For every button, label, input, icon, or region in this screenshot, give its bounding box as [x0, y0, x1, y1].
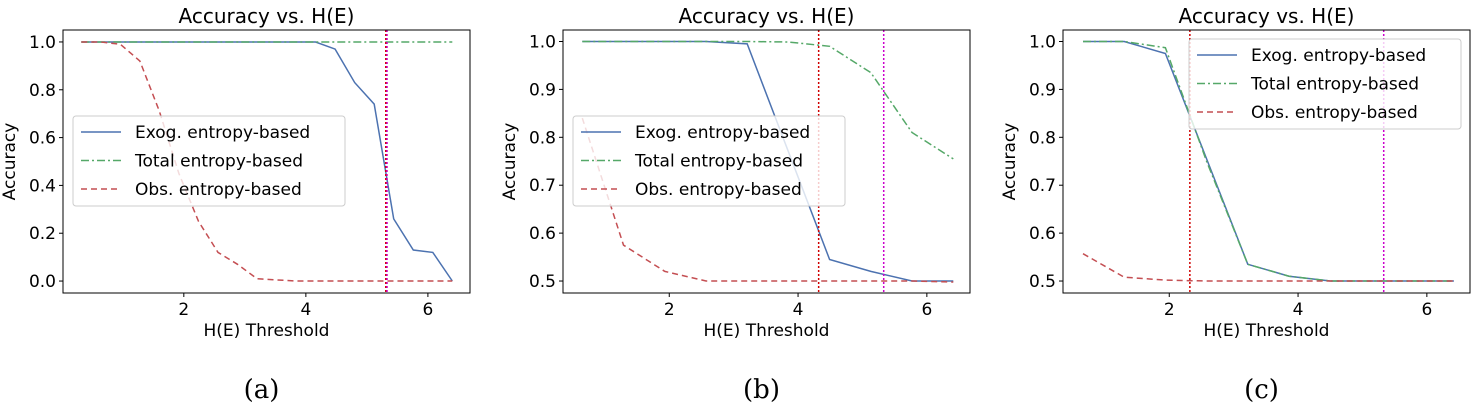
plot-area: [581, 30, 954, 293]
legend-label: Total entropy-based: [634, 152, 803, 172]
y-tick-label: 0.2: [29, 224, 56, 244]
y-tick-label: 0.6: [529, 224, 556, 244]
x-tick-label: 2: [178, 300, 189, 320]
chart-a: Accuracy vs. H(E) 2 4 6 0.0 0.2 0.4 0.6 0.8 1.0 H(…: [0, 4, 471, 405]
chart-b: Accuracy vs. H(E) 2 4 6 0.5 0.6 0.7 0.8 0.9 1.0 H(…: [500, 4, 971, 405]
series-line-solid: [582, 40, 954, 282]
legend: Exog. entropy-based Total entropy-based Ob…: [572, 115, 846, 207]
subfigure-caption: (b): [743, 375, 780, 405]
y-tick-label: 0.6: [29, 129, 56, 149]
legend-label: Exog. entropy-based: [135, 123, 310, 143]
series-line-dashdot: [582, 40, 954, 160]
x-tick-label: 6: [1421, 300, 1432, 320]
legend-box: [1188, 38, 1462, 130]
legend-label: Obs. entropy-based: [135, 180, 302, 200]
subfigure-caption: (a): [244, 375, 280, 405]
x-axis-label: H(E) Threshold: [1204, 321, 1330, 341]
legend-box: [572, 115, 846, 207]
y-tick-label: 1.0: [1029, 32, 1056, 52]
legend-label: Exog. entropy-based: [1251, 46, 1426, 66]
y-tick-label: 0.9: [529, 80, 556, 100]
chart-title: Accuracy vs. H(E): [679, 4, 855, 28]
series-line-solid: [81, 41, 453, 282]
legend-label: Exog. entropy-based: [635, 123, 810, 143]
y-tick-label: 0.8: [529, 128, 556, 148]
y-axis-label: Accuracy: [0, 123, 20, 201]
y-tick-label: 0.0: [29, 272, 56, 292]
y-tick-label: 0.4: [29, 176, 56, 196]
y-tick-label: 0.9: [1029, 80, 1056, 100]
x-axis-label: H(E) Threshold: [704, 321, 830, 341]
y-tick-label: 0.5: [529, 272, 556, 292]
legend-box: [72, 115, 346, 207]
legend-label: Obs. entropy-based: [1251, 103, 1418, 123]
subfigure-caption: (c): [1244, 375, 1279, 405]
legend: Exog. entropy-based Total entropy-based Ob…: [72, 115, 346, 207]
chart-title: Accuracy vs. H(E): [1179, 4, 1355, 28]
y-tick-label: 0.7: [529, 176, 556, 196]
x-axis-label: H(E) Threshold: [204, 321, 330, 341]
legend-label: Total entropy-based: [1250, 75, 1419, 95]
x-tick-label: 6: [921, 300, 932, 320]
legend-label: Total entropy-based: [134, 152, 303, 172]
chart-title: Accuracy vs. H(E): [179, 4, 355, 28]
plot-area: [1082, 30, 1454, 293]
x-tick-label: 4: [793, 300, 804, 320]
y-tick-label: 0.5: [1029, 272, 1056, 292]
legend: Exog. entropy-based Total entropy-based Ob…: [1188, 38, 1462, 130]
y-tick-label: 0.7: [1029, 176, 1056, 196]
plot-frame: [562, 29, 971, 294]
y-tick-label: 0.8: [29, 81, 56, 101]
series-line-dashed: [81, 41, 453, 282]
y-tick-label: 1.0: [29, 33, 56, 53]
x-tick-label: 6: [422, 300, 433, 320]
series-line-dashed: [1082, 253, 1454, 282]
chart-c: Accuracy vs. H(E) 2 4 6 0.5 0.6 0.7 0.8 0.9 1.0 H(…: [1000, 4, 1471, 405]
x-tick-label: 4: [1293, 300, 1304, 320]
y-axis-label: Accuracy: [1000, 123, 1020, 201]
plot-frame: [1062, 29, 1471, 294]
plot-area: [81, 30, 453, 293]
legend-label: Obs. entropy-based: [635, 180, 802, 200]
x-tick-label: 2: [1164, 300, 1175, 320]
y-axis-label: Accuracy: [500, 123, 520, 201]
x-tick-label: 4: [300, 300, 311, 320]
series-line-dashed: [581, 117, 954, 283]
y-tick-label: 0.8: [1029, 128, 1056, 148]
x-tick-label: 2: [664, 300, 675, 320]
plot-frame: [62, 29, 471, 294]
y-tick-label: 1.0: [529, 32, 556, 52]
y-tick-label: 0.6: [1029, 224, 1056, 244]
